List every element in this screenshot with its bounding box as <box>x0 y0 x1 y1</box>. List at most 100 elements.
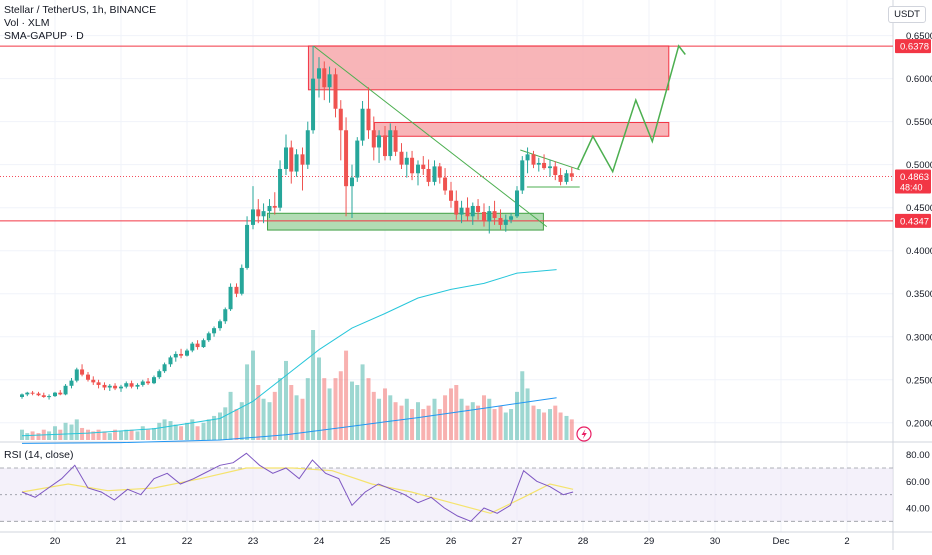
price-tick-label: 0.2000 <box>906 418 932 429</box>
candle-body <box>492 211 497 219</box>
volume-bar <box>107 433 112 440</box>
volume-bar <box>140 426 145 440</box>
volume-bar <box>443 395 448 440</box>
candle-body <box>289 147 294 172</box>
rsi-tick-label: 40.00 <box>906 504 930 515</box>
candle-body <box>371 130 376 148</box>
candle-body <box>333 74 338 109</box>
candle-body <box>317 68 321 79</box>
candle-body <box>173 353 178 358</box>
indicator-legend[interactable]: SMA-GAPUP · D <box>4 30 84 42</box>
volume-bar <box>465 405 470 440</box>
rsi-tick-label: 80.00 <box>906 450 930 461</box>
volume-bar <box>371 391 376 440</box>
volume-bar <box>421 409 426 440</box>
volume-bar <box>487 398 492 440</box>
candle-body <box>377 135 382 148</box>
rsi-tick-label: 60.00 <box>906 477 930 488</box>
volume-bar <box>36 433 41 440</box>
candle-body <box>426 168 431 182</box>
candle-body <box>234 286 239 294</box>
volume-bar <box>300 398 305 440</box>
volume-bar <box>399 405 404 440</box>
candle-body <box>465 207 470 217</box>
date-tick-label: 29 <box>644 536 655 547</box>
date-tick-label: 2 <box>844 536 849 547</box>
candle-body <box>300 154 305 165</box>
candle-body <box>482 211 486 222</box>
date-tick-label: 25 <box>380 536 391 547</box>
volume-bar <box>261 398 266 440</box>
volume-bar <box>119 431 123 440</box>
candle-body <box>58 392 63 395</box>
candle-body <box>162 364 167 372</box>
volume-bar <box>548 409 552 440</box>
rsi-ma-line <box>21 467 574 514</box>
volume-bar <box>195 426 200 440</box>
candle-body <box>487 211 492 222</box>
volume-bar <box>234 409 239 440</box>
volume-bar <box>498 405 503 440</box>
volume-bar <box>564 415 569 440</box>
candle-body <box>179 353 184 356</box>
volume-bar <box>272 391 277 440</box>
volume-bar <box>360 364 365 440</box>
moving-averages <box>21 269 557 444</box>
candle-body <box>553 166 558 175</box>
volume-bar <box>509 409 514 440</box>
volume-bar <box>228 391 233 440</box>
candle-body <box>201 340 206 348</box>
candle-body <box>30 392 35 394</box>
candle-body <box>272 205 277 208</box>
price-level-badge <box>895 169 931 194</box>
volume-bar <box>289 385 294 440</box>
volume-bar <box>239 402 244 440</box>
volume-bar <box>542 412 547 440</box>
volume-bar <box>525 388 530 440</box>
candle-body <box>531 154 536 165</box>
volume-bar <box>69 424 74 440</box>
candle-body <box>96 382 101 385</box>
volume-bar <box>338 371 343 440</box>
candle-body <box>113 385 118 389</box>
volume-bar <box>449 388 453 440</box>
volume-bar <box>350 381 354 440</box>
candle-body <box>327 74 332 88</box>
candle-body <box>41 395 46 397</box>
volume-bar <box>459 398 464 440</box>
candle-body <box>256 209 261 217</box>
candle-body <box>91 379 96 383</box>
price-level-label: 0.6378 <box>900 42 929 53</box>
countdown-label: 48:40 <box>900 182 923 192</box>
candle-body <box>69 380 74 386</box>
candle-body <box>218 321 222 329</box>
volume-legend[interactable]: Vol · XLM <box>4 17 50 29</box>
volume-bar <box>553 405 558 440</box>
candle-body <box>355 140 360 178</box>
candle-body <box>129 383 134 387</box>
symbol-title[interactable]: Stellar / TetherUS, 1h, BINANCE <box>4 4 157 16</box>
volume-bar <box>278 378 283 440</box>
rsi-legend[interactable]: RSI (14, close) <box>4 449 74 461</box>
candle-body <box>228 286 233 310</box>
candle-body <box>515 190 519 217</box>
candle-body <box>476 205 481 212</box>
candle-body <box>251 209 255 225</box>
volume-bar <box>344 350 349 440</box>
flash-icon[interactable] <box>576 426 592 442</box>
volume-bar <box>102 431 107 440</box>
currency-unit-button[interactable]: USDT <box>888 6 926 23</box>
candle-body <box>157 371 162 378</box>
candle-body <box>20 394 24 397</box>
sma-slow-line <box>21 397 557 444</box>
candle-body <box>322 68 327 88</box>
volume-bar <box>47 431 52 440</box>
candle-body <box>261 211 266 217</box>
date-tick-label: 30 <box>710 536 721 547</box>
candle-body <box>360 108 365 141</box>
candle-body <box>146 381 151 384</box>
